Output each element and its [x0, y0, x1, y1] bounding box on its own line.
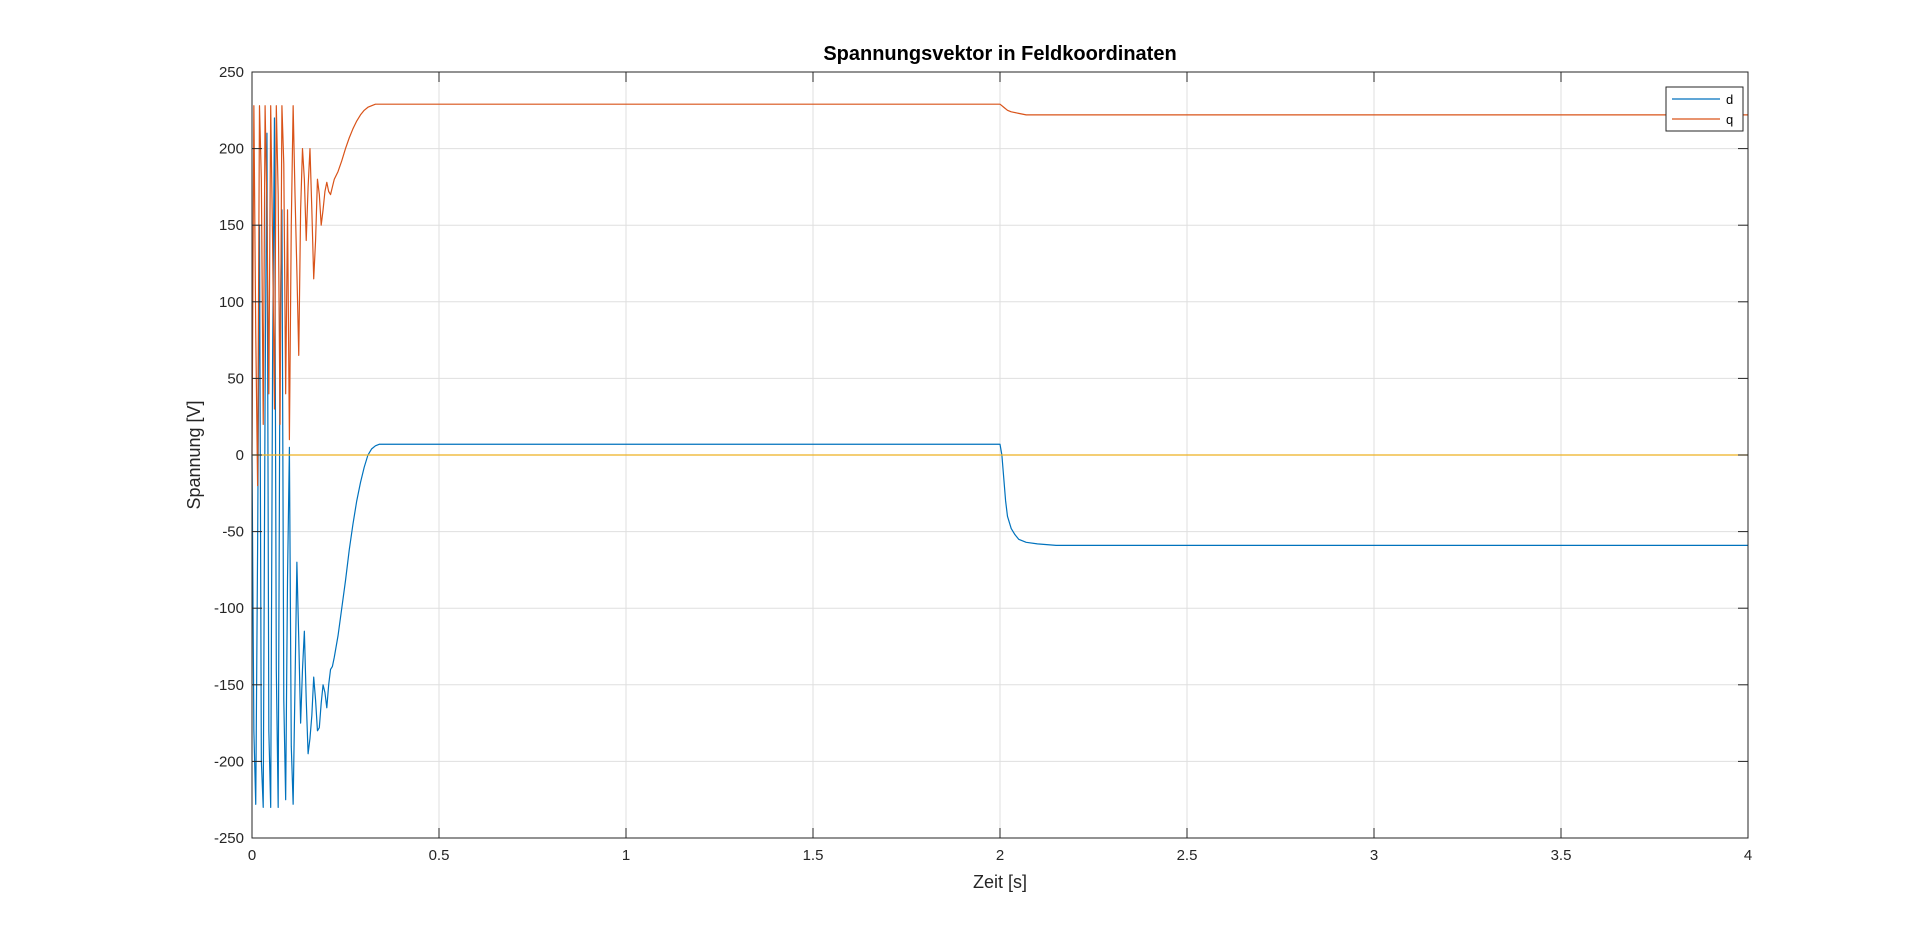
x-tick-label: 1.5 [803, 847, 824, 864]
x-tick-label: 3 [1370, 847, 1378, 864]
y-tick-label: -250 [214, 830, 244, 847]
y-tick-label: 200 [219, 141, 244, 158]
y-tick-label: -50 [222, 524, 244, 541]
x-axis-label: Zeit [s] [973, 872, 1027, 892]
x-tick-label: 2.5 [1177, 847, 1198, 864]
x-tick-label: 3.5 [1551, 847, 1572, 864]
y-tick-label: -150 [214, 677, 244, 694]
series-layer [251, 103, 1748, 808]
legend[interactable]: dq [1665, 86, 1744, 132]
y-tick-label: 150 [219, 217, 244, 234]
y-tick-label: 250 [219, 64, 244, 81]
x-tick-label: 4 [1744, 847, 1752, 864]
series-line-q [251, 103, 1748, 487]
x-tick-label: 2 [996, 847, 1004, 864]
ticks: 0 0.5 1 1.5 2 2.5 3 3.5 4 -250 -200 -150 -100 -50 0 50 1… [214, 64, 1752, 864]
x-tick-label: 0.5 [429, 847, 450, 864]
x-tick-label: 0 [248, 847, 256, 864]
y-tick-label: -100 [214, 600, 244, 617]
y-tick-label: 100 [219, 294, 244, 311]
y-tick-label: -200 [214, 753, 244, 770]
y-tick-label: 50 [227, 370, 244, 387]
legend-label-q: q [1726, 112, 1733, 127]
y-tick-label: 0 [236, 447, 244, 464]
legend-box [1665, 86, 1744, 132]
chart-title: Spannungsvektor in Feldkoordinaten [823, 43, 1176, 65]
x-tick-label: 1 [622, 847, 630, 864]
y-axis-label: Spannung [V] [184, 400, 204, 509]
series-line-d [251, 117, 1748, 808]
legend-label-d: d [1726, 92, 1733, 107]
